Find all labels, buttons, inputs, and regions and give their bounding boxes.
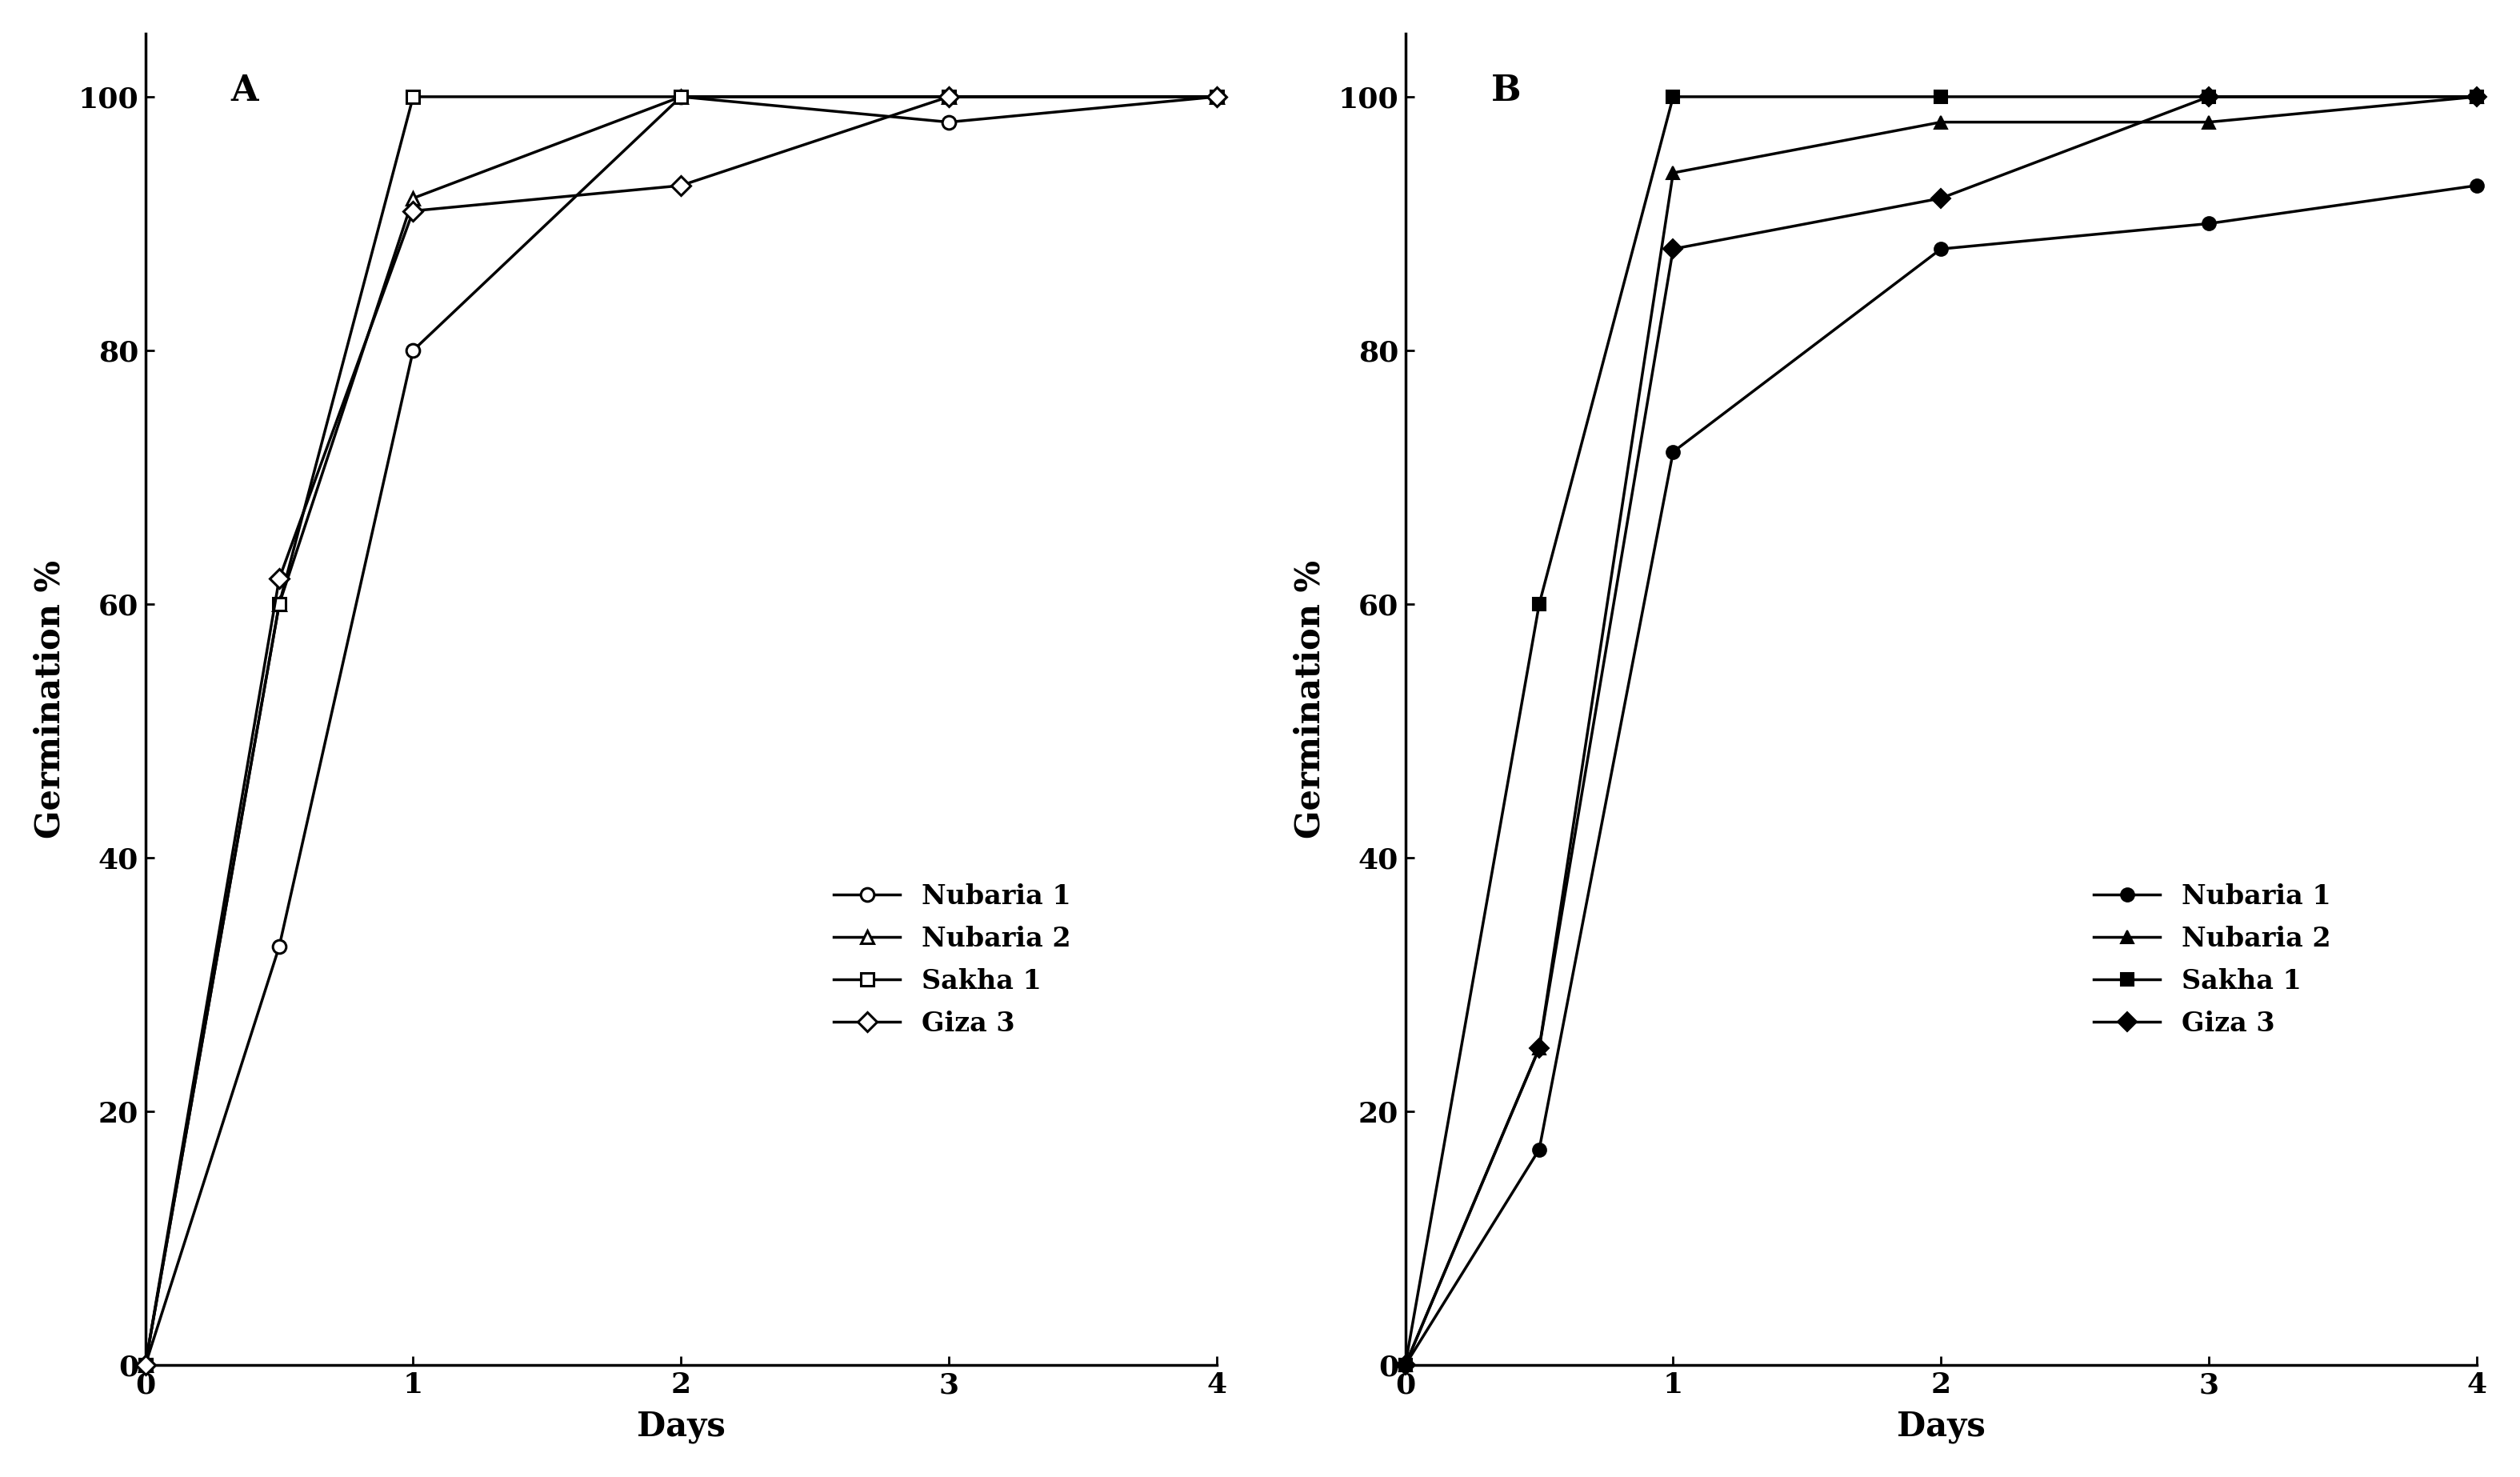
Text: A: A (232, 74, 260, 108)
X-axis label: Days: Days (1898, 1411, 1986, 1443)
Legend: Nubaria 1, Nubaria 2, Sakha 1, Giza 3: Nubaria 1, Nubaria 2, Sakha 1, Giza 3 (2084, 873, 2341, 1047)
Text: B: B (1492, 74, 1522, 108)
Legend: Nubaria 1, Nubaria 2, Sakha 1, Giza 3: Nubaria 1, Nubaria 2, Sakha 1, Giza 3 (824, 873, 1081, 1047)
Y-axis label: Germination %: Germination % (1293, 560, 1328, 839)
X-axis label: Days: Days (638, 1411, 726, 1443)
Y-axis label: Germination %: Germination % (33, 560, 68, 839)
